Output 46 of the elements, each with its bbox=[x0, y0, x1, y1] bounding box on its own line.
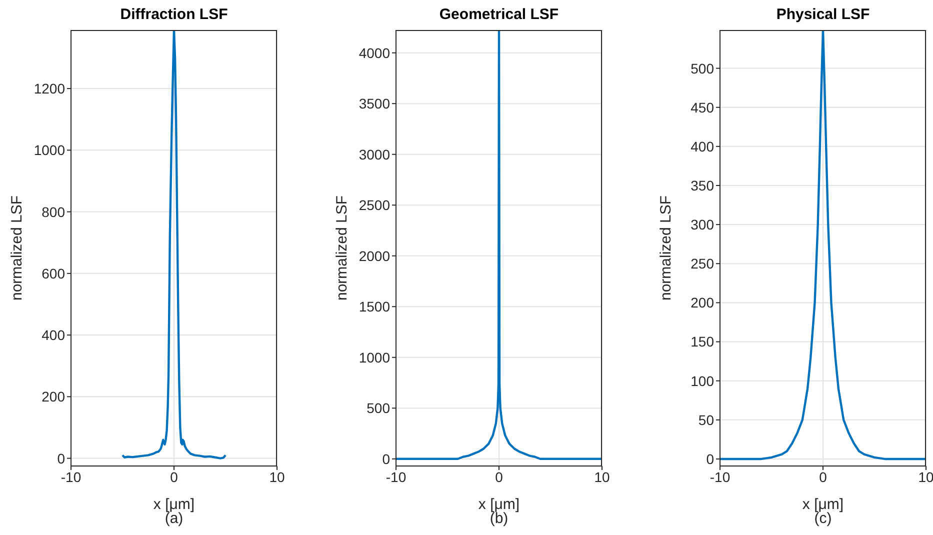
x-axis-title: x [μm] bbox=[153, 496, 195, 513]
y-tick-label: 3500 bbox=[358, 96, 390, 112]
x-tick-label: 10 bbox=[594, 468, 610, 485]
y-tick-label: 2000 bbox=[358, 248, 390, 264]
y-tick-label: 600 bbox=[42, 265, 66, 282]
y-axis-title: normalized LSF bbox=[333, 195, 350, 301]
y-tick-label: 500 bbox=[366, 400, 390, 416]
y-tick-label: 350 bbox=[690, 177, 714, 194]
y-tick-label: 100 bbox=[690, 372, 714, 389]
x-tick-label: 0 bbox=[495, 468, 504, 485]
chart-title: Geometrical LSF bbox=[438, 6, 560, 23]
y-tick-label: 4000 bbox=[358, 44, 390, 61]
y-tick-label: 800 bbox=[42, 204, 66, 220]
y-tick-label: 1000 bbox=[358, 349, 390, 366]
y-tick-label: 200 bbox=[690, 294, 714, 311]
y-tick-label: 2500 bbox=[358, 197, 390, 214]
y-tick-label: 0 bbox=[706, 450, 714, 467]
y-tick-label: 400 bbox=[42, 327, 66, 344]
x-tick-label: 0 bbox=[170, 468, 178, 485]
y-tick-label: 200 bbox=[42, 388, 66, 405]
x-axis-title: x [μm] bbox=[802, 496, 844, 513]
x-tick-label: 10 bbox=[269, 468, 285, 485]
x-tick-label: 10 bbox=[918, 468, 933, 485]
y-tick-label: 300 bbox=[690, 216, 714, 233]
y-tick-label: 1500 bbox=[358, 298, 390, 315]
chart-title: Physical LSF bbox=[775, 6, 871, 23]
y-tick-label: 450 bbox=[690, 99, 714, 116]
y-tick-label: 1000 bbox=[34, 142, 66, 158]
y-tick-label: 500 bbox=[690, 60, 714, 76]
x-tick-label: -10 bbox=[386, 468, 406, 485]
y-tick-label: 400 bbox=[690, 138, 714, 154]
chart-title: Diffraction LSF bbox=[119, 6, 229, 23]
y-axis-title: normalized LSF bbox=[657, 195, 674, 301]
line-series bbox=[121, 30, 227, 460]
y-tick-label: 1200 bbox=[34, 80, 66, 97]
y-tick-label: 250 bbox=[690, 256, 714, 272]
x-tick-label: 0 bbox=[819, 468, 828, 485]
x-tick-label: -10 bbox=[710, 468, 730, 485]
y-tick-label: 3000 bbox=[358, 146, 390, 162]
x-axis-title: x [μm] bbox=[478, 496, 520, 513]
y-tick-label: 50 bbox=[698, 412, 714, 428]
y-tick-label: 150 bbox=[690, 334, 714, 350]
y-tick-label: 0 bbox=[382, 450, 390, 467]
y-tick-label: 0 bbox=[57, 450, 66, 466]
y-axis-title: normalized LSF bbox=[8, 195, 26, 301]
x-tick-label: -10 bbox=[60, 468, 82, 485]
